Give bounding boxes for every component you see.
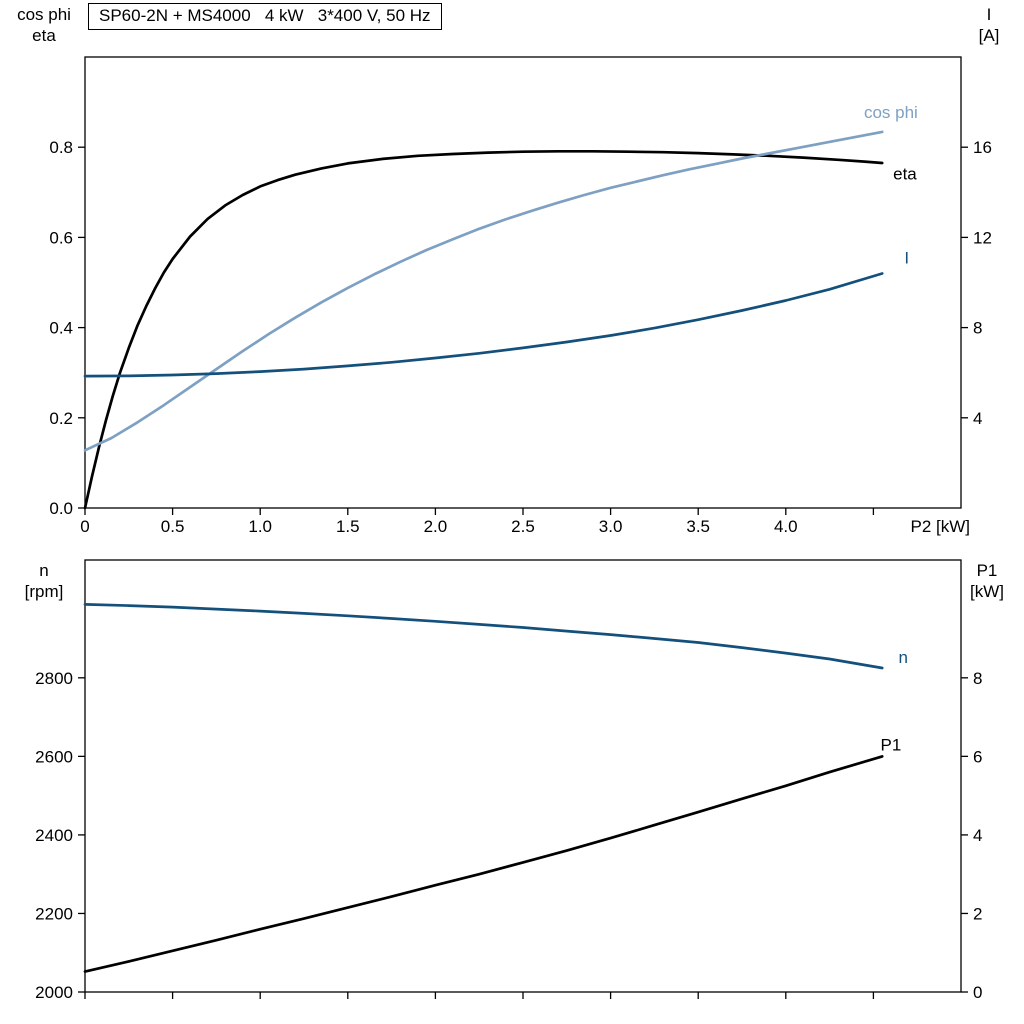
left-axis-label-eta: eta: [32, 26, 56, 45]
series-label-cos-phi: cos phi: [864, 103, 918, 122]
curve-cos-phi: [83, 130, 884, 452]
left-axis-label-bottom-panel: n [rpm]: [6, 560, 82, 602]
x-tick-label: 2.0: [424, 517, 448, 536]
y-tick-label-right: 8: [973, 319, 982, 338]
right-axis-label-bottom-panel: P1 [kW]: [956, 560, 1018, 602]
left-axis-label-cos-phi: cos phi: [17, 5, 71, 24]
y-tick-label-right: 6: [973, 747, 982, 766]
x-tick-label: 0: [80, 517, 89, 536]
y-tick-label-right: 4: [973, 826, 982, 845]
x-tick-label: 1.0: [248, 517, 272, 536]
y-tick-label-right: 2: [973, 904, 982, 923]
right-axis-label-p1-unit: [kW]: [970, 582, 1004, 601]
y-tick-label-left: 0.4: [49, 319, 73, 338]
x-tick-label: 3.5: [686, 517, 710, 536]
y-tick-label-right: 16: [973, 138, 992, 157]
x-tick-label: 0.5: [161, 517, 185, 536]
chart-title: SP60-2N + MS4000 4 kW 3*400 V, 50 Hz: [88, 3, 442, 30]
y-tick-label-left: 0.6: [49, 228, 73, 247]
x-tick-label: 2.5: [511, 517, 535, 536]
right-axis-label-current-unit: [A]: [978, 26, 1000, 45]
right-axis-label-p1: P1: [976, 561, 998, 580]
y-tick-label-right: 8: [973, 669, 982, 688]
curve-eta: [83, 149, 884, 510]
y-tick-label-left: 2000: [35, 983, 73, 1002]
x-tick-label: 1.5: [336, 517, 360, 536]
x-tick-label: 3.0: [599, 517, 623, 536]
series-label-speed: n: [898, 648, 907, 667]
series-label-current: I: [904, 249, 909, 268]
series-label-eta: eta: [893, 164, 917, 183]
x-axis-label-p2: P2 [kW]: [910, 517, 970, 536]
y-tick-label-left: 2600: [35, 747, 73, 766]
y-tick-label-right: 0: [973, 983, 982, 1002]
y-tick-label-left: 0.2: [49, 409, 73, 428]
y-tick-label-left: 0.0: [49, 499, 73, 518]
y-tick-label-left: 2800: [35, 669, 73, 688]
left-axis-label-speed-unit: [rpm]: [24, 582, 64, 601]
panel-2-frame: [84, 559, 962, 993]
right-axis-label-top-panel: I [A]: [962, 4, 1016, 46]
y-tick-label-left: 0.8: [49, 138, 73, 157]
y-tick-label-right: 12: [973, 228, 992, 247]
left-axis-label-top-panel: cos phi eta: [6, 4, 82, 46]
curve-speed: [83, 603, 884, 670]
series-label-p1: P1: [881, 736, 902, 755]
y-tick-label-left: 2200: [35, 904, 73, 923]
left-axis-label-speed: n: [39, 561, 49, 580]
curve-p1: [83, 755, 884, 973]
right-axis-label-current: I: [986, 5, 992, 24]
y-tick-label-left: 2400: [35, 826, 73, 845]
panel-1-frame: [84, 56, 962, 509]
y-tick-label-right: 4: [973, 409, 982, 428]
curve-current: [83, 272, 884, 378]
x-tick-label: 4.0: [774, 517, 798, 536]
